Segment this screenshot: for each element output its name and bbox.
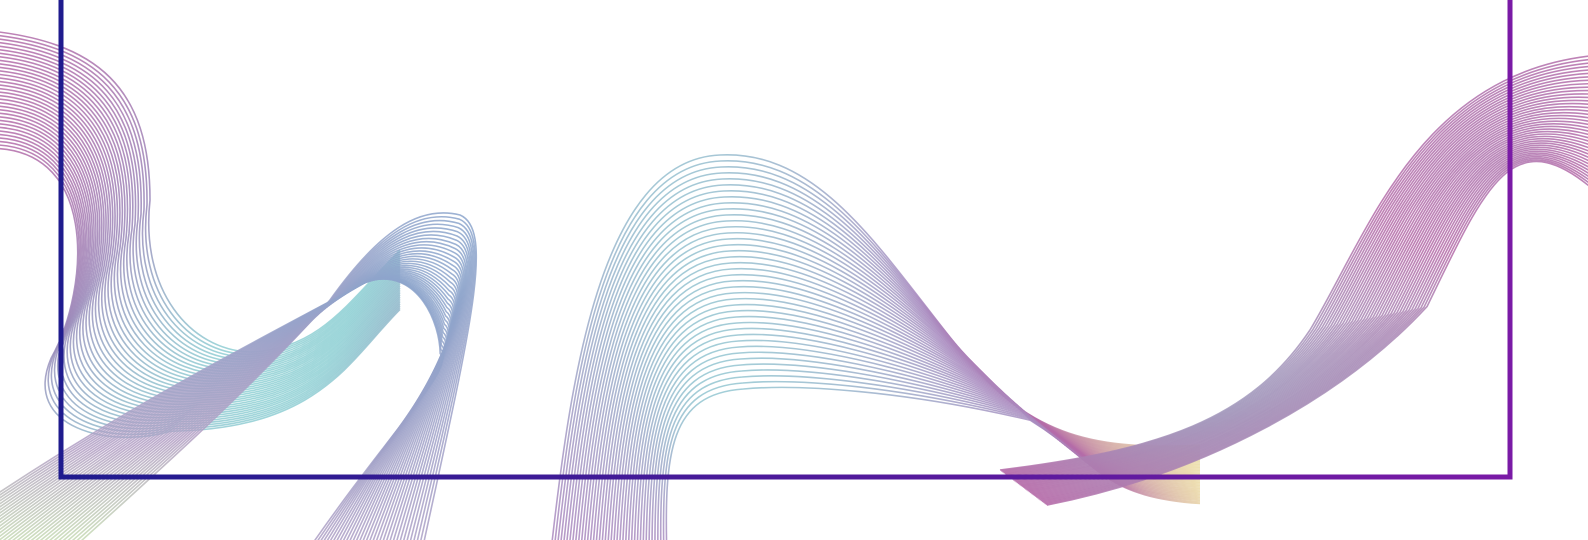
- contour-line: [1043, 155, 1588, 504]
- contour-line: [1039, 150, 1588, 501]
- contour-line: [1031, 135, 1588, 495]
- contour-line: [0, 87, 401, 393]
- contour-line: [81, 212, 478, 540]
- contour-line: [0, 130, 401, 424]
- contour-line: [48, 237, 469, 540]
- contour-line: [1021, 114, 1588, 487]
- center-left-ribbon: [0, 212, 478, 540]
- contour-line: [0, 137, 401, 430]
- contour-line: [58, 230, 471, 540]
- contour-line: [1014, 96, 1588, 482]
- contour-line: [1016, 102, 1588, 484]
- contour-line: [1032, 138, 1588, 496]
- contour-line: [0, 140, 401, 433]
- contour-line: [0, 98, 401, 400]
- contour-line: [30, 250, 464, 540]
- contour-line: [0, 112, 401, 411]
- right-ribbon: [999, 55, 1588, 506]
- contour-line: [1046, 160, 1588, 506]
- contour-line: [21, 255, 462, 540]
- contour-line: [1035, 144, 1588, 498]
- contour-line: [0, 84, 401, 390]
- contour-line: [67, 223, 474, 540]
- contour-line: [76, 215, 476, 540]
- contour-line: [0, 126, 401, 422]
- contour-line: [0, 73, 401, 382]
- contour-line: [1023, 120, 1588, 489]
- contour-line: [633, 321, 1201, 540]
- contour-line: [1025, 123, 1588, 490]
- contour-line: [0, 56, 401, 370]
- contour-line: [0, 66, 401, 377]
- contour-line: [0, 123, 401, 419]
- contour-line: [0, 102, 401, 403]
- contour-line: [0, 59, 401, 373]
- contour-line: [1037, 146, 1588, 499]
- contour-line: [1033, 140, 1588, 496]
- contour-line: [44, 240, 468, 540]
- contour-line: [1013, 93, 1588, 481]
- contour-line: [0, 38, 401, 358]
- contour-line: [1026, 125, 1588, 491]
- contour-line: [1017, 106, 1588, 485]
- contour-line: [0, 116, 401, 414]
- contour-line: [0, 52, 401, 368]
- contour-line: [0, 31, 401, 353]
- contour-line: [0, 45, 401, 363]
- contour-line: [25, 252, 463, 540]
- contour-line: [1015, 99, 1588, 483]
- contour-line: [0, 63, 401, 375]
- contour-line: [0, 70, 401, 380]
- contour-line: [999, 55, 1588, 471]
- contour-line: [71, 219, 475, 540]
- contour-line: [0, 49, 401, 365]
- left-ribbon: [0, 31, 401, 439]
- contour-line: [1045, 159, 1588, 505]
- contour-line: [62, 227, 472, 540]
- contour-line: [1040, 152, 1588, 502]
- contour-line: [1038, 148, 1588, 500]
- contour-line: [1020, 111, 1588, 487]
- contour-line: [0, 278, 444, 540]
- contour-line: [0, 34, 401, 356]
- contour-line: [1022, 117, 1588, 488]
- contour-line: [1041, 154, 1588, 503]
- contour-line: [39, 244, 466, 540]
- contour-line: [639, 333, 1201, 540]
- contour-line: [53, 234, 470, 540]
- contour-line: [1001, 59, 1588, 472]
- contour-line: [0, 144, 401, 436]
- contour-line: [0, 109, 401, 408]
- frame-outline: [58, 0, 1513, 480]
- contour-line: [0, 77, 401, 385]
- contour-line: [0, 80, 401, 388]
- contour-line: [0, 105, 401, 406]
- contour-line: [0, 133, 401, 427]
- contour-line: [0, 148, 401, 439]
- contour-line: [0, 91, 401, 395]
- contour-line: [0, 94, 401, 398]
- contour-line: [1027, 128, 1588, 492]
- contour-line: [1044, 157, 1588, 505]
- contour-line: [35, 247, 465, 540]
- contour-line: [1019, 108, 1588, 486]
- contour-line: [1028, 130, 1588, 493]
- contour-line: [1008, 79, 1588, 478]
- contour-line: [0, 119, 401, 416]
- contour-line: [1029, 133, 1588, 494]
- contour-line: [0, 41, 401, 361]
